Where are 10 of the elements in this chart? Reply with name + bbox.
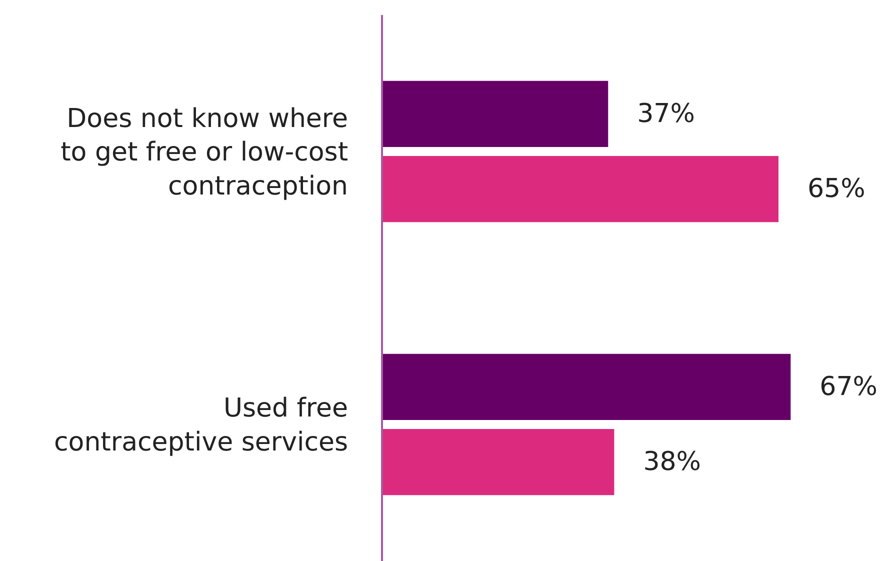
data-label: 37% [611,98,695,129]
y-tick-label: Does not know where to get free or low-cost contraception [60,104,348,202]
y-tick-label: Used free contraceptive services [54,394,348,458]
bar [383,156,778,222]
bar [383,429,614,496]
data-label: 67% [794,372,878,402]
bar [383,354,791,420]
bar [383,80,608,147]
data-label: 65% [781,174,866,204]
data-label: 38% [617,447,701,478]
